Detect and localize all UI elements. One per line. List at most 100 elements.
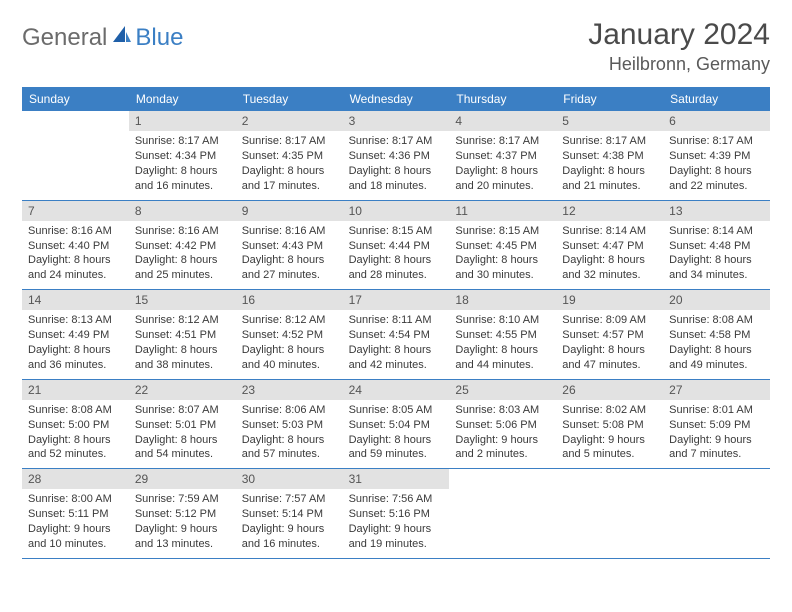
- day-number: 9: [236, 201, 343, 221]
- sunrise-text: Sunrise: 8:01 AM: [669, 403, 764, 418]
- sunrise-text: Sunrise: 8:03 AM: [455, 403, 550, 418]
- day-cell: 6Sunrise: 8:17 AMSunset: 4:39 PMDaylight…: [663, 111, 770, 200]
- day-number: 28: [22, 469, 129, 489]
- sunrise-text: Sunrise: 8:15 AM: [455, 224, 550, 239]
- daylight-text: Daylight: 8 hours: [455, 164, 550, 179]
- day-cell: 31Sunrise: 7:56 AMSunset: 5:16 PMDayligh…: [343, 469, 450, 558]
- daylight-text: Daylight: 8 hours: [135, 433, 230, 448]
- day-number: 25: [449, 380, 556, 400]
- daylight-text: Daylight: 8 hours: [349, 433, 444, 448]
- sunset-text: Sunset: 4:47 PM: [562, 239, 657, 254]
- day-cell: 28Sunrise: 8:00 AMSunset: 5:11 PMDayligh…: [22, 469, 129, 558]
- day-cell: 29Sunrise: 7:59 AMSunset: 5:12 PMDayligh…: [129, 469, 236, 558]
- day-cell: 18Sunrise: 8:10 AMSunset: 4:55 PMDayligh…: [449, 290, 556, 379]
- daylight-text: Daylight: 8 hours: [669, 343, 764, 358]
- daylight-text: Daylight: 8 hours: [349, 253, 444, 268]
- sunset-text: Sunset: 5:00 PM: [28, 418, 123, 433]
- day-number: 3: [343, 111, 450, 131]
- daylight-text-2: and 44 minutes.: [455, 358, 550, 373]
- day-cell: 5Sunrise: 8:17 AMSunset: 4:38 PMDaylight…: [556, 111, 663, 200]
- daylight-text-2: and 36 minutes.: [28, 358, 123, 373]
- day-number: 13: [663, 201, 770, 221]
- daylight-text: Daylight: 9 hours: [28, 522, 123, 537]
- daylight-text-2: and 10 minutes.: [28, 537, 123, 552]
- sunset-text: Sunset: 5:11 PM: [28, 507, 123, 522]
- daylight-text: Daylight: 8 hours: [562, 253, 657, 268]
- sunrise-text: Sunrise: 8:11 AM: [349, 313, 444, 328]
- daylight-text: Daylight: 9 hours: [135, 522, 230, 537]
- sunset-text: Sunset: 4:39 PM: [669, 149, 764, 164]
- daylight-text: Daylight: 8 hours: [242, 253, 337, 268]
- month-title: January 2024: [588, 18, 770, 52]
- day-cell: 20Sunrise: 8:08 AMSunset: 4:58 PMDayligh…: [663, 290, 770, 379]
- sunset-text: Sunset: 4:40 PM: [28, 239, 123, 254]
- day-cell: 17Sunrise: 8:11 AMSunset: 4:54 PMDayligh…: [343, 290, 450, 379]
- sunrise-text: Sunrise: 8:13 AM: [28, 313, 123, 328]
- weekday-sun: Sunday: [22, 87, 129, 111]
- weeks-container: 1Sunrise: 8:17 AMSunset: 4:34 PMDaylight…: [22, 111, 770, 559]
- daylight-text: Daylight: 8 hours: [135, 343, 230, 358]
- day-cell: [22, 111, 129, 200]
- daylight-text-2: and 54 minutes.: [135, 447, 230, 462]
- day-number: 12: [556, 201, 663, 221]
- day-cell: 22Sunrise: 8:07 AMSunset: 5:01 PMDayligh…: [129, 380, 236, 469]
- sunset-text: Sunset: 4:55 PM: [455, 328, 550, 343]
- day-number: 30: [236, 469, 343, 489]
- daylight-text: Daylight: 8 hours: [135, 164, 230, 179]
- day-number: 11: [449, 201, 556, 221]
- day-number: 1: [129, 111, 236, 131]
- day-cell: 21Sunrise: 8:08 AMSunset: 5:00 PMDayligh…: [22, 380, 129, 469]
- day-number: 18: [449, 290, 556, 310]
- daylight-text: Daylight: 8 hours: [669, 164, 764, 179]
- day-cell: 8Sunrise: 8:16 AMSunset: 4:42 PMDaylight…: [129, 201, 236, 290]
- sunrise-text: Sunrise: 8:17 AM: [135, 134, 230, 149]
- sunrise-text: Sunrise: 8:06 AM: [242, 403, 337, 418]
- daylight-text: Daylight: 8 hours: [455, 343, 550, 358]
- daylight-text: Daylight: 9 hours: [242, 522, 337, 537]
- daylight-text-2: and 40 minutes.: [242, 358, 337, 373]
- sunrise-text: Sunrise: 8:16 AM: [242, 224, 337, 239]
- sunrise-text: Sunrise: 8:17 AM: [242, 134, 337, 149]
- weekday-sat: Saturday: [663, 87, 770, 111]
- day-cell: 24Sunrise: 8:05 AMSunset: 5:04 PMDayligh…: [343, 380, 450, 469]
- sunset-text: Sunset: 5:09 PM: [669, 418, 764, 433]
- calendar: Sunday Monday Tuesday Wednesday Thursday…: [22, 87, 770, 559]
- daylight-text-2: and 5 minutes.: [562, 447, 657, 462]
- day-cell: 15Sunrise: 8:12 AMSunset: 4:51 PMDayligh…: [129, 290, 236, 379]
- day-number: 8: [129, 201, 236, 221]
- day-cell: 10Sunrise: 8:15 AMSunset: 4:44 PMDayligh…: [343, 201, 450, 290]
- day-cell: 23Sunrise: 8:06 AMSunset: 5:03 PMDayligh…: [236, 380, 343, 469]
- day-number: 23: [236, 380, 343, 400]
- sunset-text: Sunset: 4:57 PM: [562, 328, 657, 343]
- title-block: January 2024 Heilbronn, Germany: [588, 18, 770, 75]
- logo-text-blue: Blue: [135, 24, 183, 52]
- day-number: 7: [22, 201, 129, 221]
- day-number: 16: [236, 290, 343, 310]
- daylight-text-2: and 19 minutes.: [349, 537, 444, 552]
- sunrise-text: Sunrise: 8:15 AM: [349, 224, 444, 239]
- day-cell: 14Sunrise: 8:13 AMSunset: 4:49 PMDayligh…: [22, 290, 129, 379]
- weekday-mon: Monday: [129, 87, 236, 111]
- daylight-text-2: and 42 minutes.: [349, 358, 444, 373]
- day-cell: 25Sunrise: 8:03 AMSunset: 5:06 PMDayligh…: [449, 380, 556, 469]
- logo-sail-icon: [111, 24, 133, 46]
- day-cell: 9 Sunrise: 8:16 AMSunset: 4:43 PMDaylight…: [236, 201, 343, 290]
- sunset-text: Sunset: 5:08 PM: [562, 418, 657, 433]
- sunset-text: Sunset: 4:43 PM: [242, 239, 337, 254]
- sunrise-text: Sunrise: 8:02 AM: [562, 403, 657, 418]
- day-cell: 3Sunrise: 8:17 AMSunset: 4:36 PMDaylight…: [343, 111, 450, 200]
- daylight-text: Daylight: 8 hours: [242, 433, 337, 448]
- sunset-text: Sunset: 4:48 PM: [669, 239, 764, 254]
- daylight-text: Daylight: 8 hours: [455, 253, 550, 268]
- sunset-text: Sunset: 5:06 PM: [455, 418, 550, 433]
- sunrise-text: Sunrise: 8:08 AM: [669, 313, 764, 328]
- daylight-text-2: and 21 minutes.: [562, 179, 657, 194]
- daylight-text: Daylight: 8 hours: [28, 253, 123, 268]
- sunset-text: Sunset: 5:04 PM: [349, 418, 444, 433]
- sunset-text: Sunset: 5:14 PM: [242, 507, 337, 522]
- day-cell: 2Sunrise: 8:17 AMSunset: 4:35 PMDaylight…: [236, 111, 343, 200]
- week-row: 21Sunrise: 8:08 AMSunset: 5:00 PMDayligh…: [22, 380, 770, 470]
- daylight-text: Daylight: 8 hours: [669, 253, 764, 268]
- weekday-thu: Thursday: [449, 87, 556, 111]
- sunrise-text: Sunrise: 8:12 AM: [135, 313, 230, 328]
